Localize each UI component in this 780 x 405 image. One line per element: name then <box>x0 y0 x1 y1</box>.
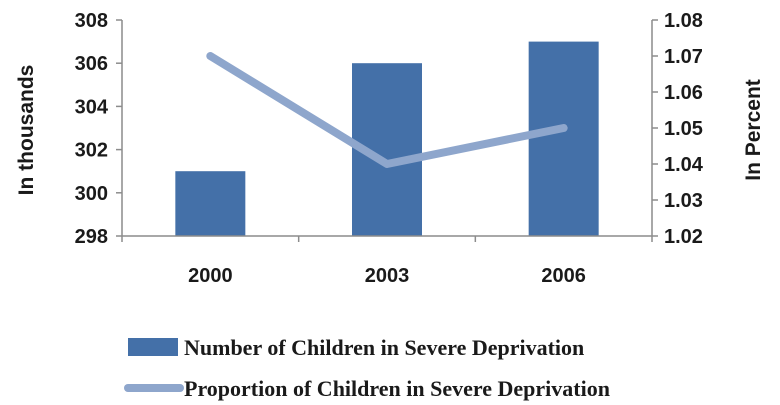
legend-line-label: Proportion of Children in Severe Depriva… <box>184 376 610 401</box>
right-tick-label: 1.05 <box>664 118 703 140</box>
right-tick-label: 1.07 <box>664 46 703 68</box>
x-tick-label: 2006 <box>541 265 586 287</box>
bar-2006 <box>528 41 599 236</box>
line-point-2003 <box>386 163 388 165</box>
left-axis-title: In thousands <box>15 65 38 196</box>
left-tick-label: 298 <box>75 226 108 248</box>
right-tick-label: 1.02 <box>664 226 703 248</box>
legend-bar-swatch <box>128 338 178 356</box>
left-tick-label: 300 <box>75 183 108 205</box>
legend: Number of Children in Severe Deprivation… <box>124 335 610 401</box>
bar-2000 <box>175 171 246 236</box>
right-tick-label: 1.08 <box>664 10 703 32</box>
line-layer <box>206 52 568 168</box>
line-point-2006 <box>562 127 565 129</box>
left-axis-ticks: 298 300 302 304 306 308 <box>75 10 122 248</box>
right-tick-label: 1.04 <box>664 154 704 176</box>
left-tick-label: 304 <box>75 96 109 118</box>
x-tick-label: 2003 <box>365 265 410 287</box>
right-axis-title: In Percent <box>742 79 765 181</box>
right-tick-label: 1.06 <box>664 82 703 104</box>
right-axis-ticks: 1.02 1.03 1.04 1.05 1.06 1.07 1.08 <box>652 10 704 248</box>
bars-layer <box>175 41 599 237</box>
line-point-2000 <box>209 55 212 57</box>
x-axis-ticks: 2000 2003 2006 <box>121 236 653 287</box>
left-tick-label: 306 <box>75 53 108 75</box>
legend-bar-label: Number of Children in Severe Deprivation <box>184 335 584 360</box>
x-tick-label: 2000 <box>188 265 233 287</box>
left-tick-label: 302 <box>75 140 108 162</box>
right-tick-label: 1.03 <box>664 190 703 212</box>
left-tick-label: 308 <box>75 10 108 32</box>
